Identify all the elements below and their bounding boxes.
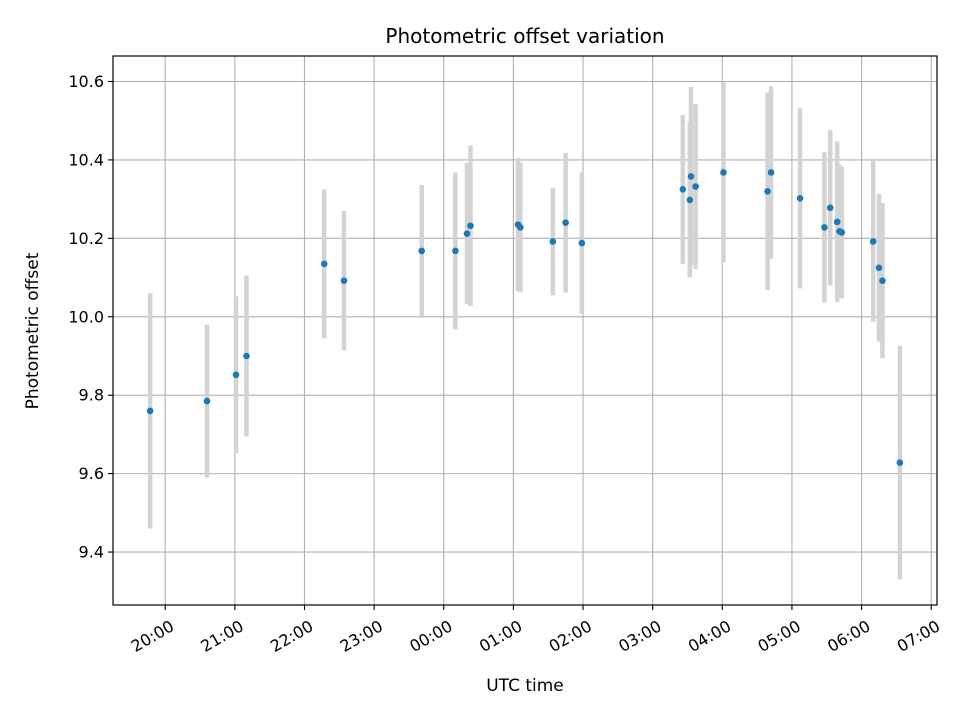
data-point <box>821 224 828 231</box>
plot-frame <box>112 55 938 606</box>
data-point <box>692 183 699 190</box>
data-point <box>320 260 328 268</box>
y-tick-label: 10.4 <box>68 150 104 169</box>
data-point <box>826 204 834 212</box>
y-tick-label: 9.4 <box>79 543 104 562</box>
data-point <box>720 169 727 176</box>
data-point <box>896 459 904 466</box>
data-point <box>679 186 687 193</box>
data-point <box>340 277 348 284</box>
data-point <box>796 195 804 202</box>
grid-layer <box>113 56 937 605</box>
data-point <box>146 407 154 415</box>
data-point <box>418 247 426 255</box>
data-point <box>467 222 474 230</box>
data-point <box>463 230 471 237</box>
data-point <box>687 173 695 180</box>
data-point <box>517 224 524 231</box>
data-point <box>243 352 250 360</box>
data-point <box>203 397 211 405</box>
data-point <box>452 247 459 255</box>
data-point <box>578 239 586 247</box>
data-point <box>562 219 569 226</box>
data-point <box>838 229 846 236</box>
y-tick-label: 10.2 <box>68 229 104 248</box>
data-point <box>686 196 694 204</box>
y-tick-label: 10.6 <box>68 72 104 91</box>
data-point <box>869 238 877 245</box>
y-tick-label: 9.6 <box>79 464 104 483</box>
point-layer <box>146 169 904 466</box>
data-point <box>764 187 771 195</box>
x-axis-title: UTC time <box>486 676 564 696</box>
y-tick-label: 9.8 <box>79 386 104 405</box>
data-point <box>767 169 775 176</box>
data-point <box>549 238 557 245</box>
data-point <box>875 264 883 272</box>
data-point <box>833 218 841 226</box>
chart-title: Photometric offset variation <box>385 24 664 48</box>
data-point <box>879 277 886 284</box>
data-point <box>232 371 240 379</box>
y-axis-title: Photometric offset <box>23 252 43 409</box>
y-tick-label: 10.0 <box>68 307 104 326</box>
